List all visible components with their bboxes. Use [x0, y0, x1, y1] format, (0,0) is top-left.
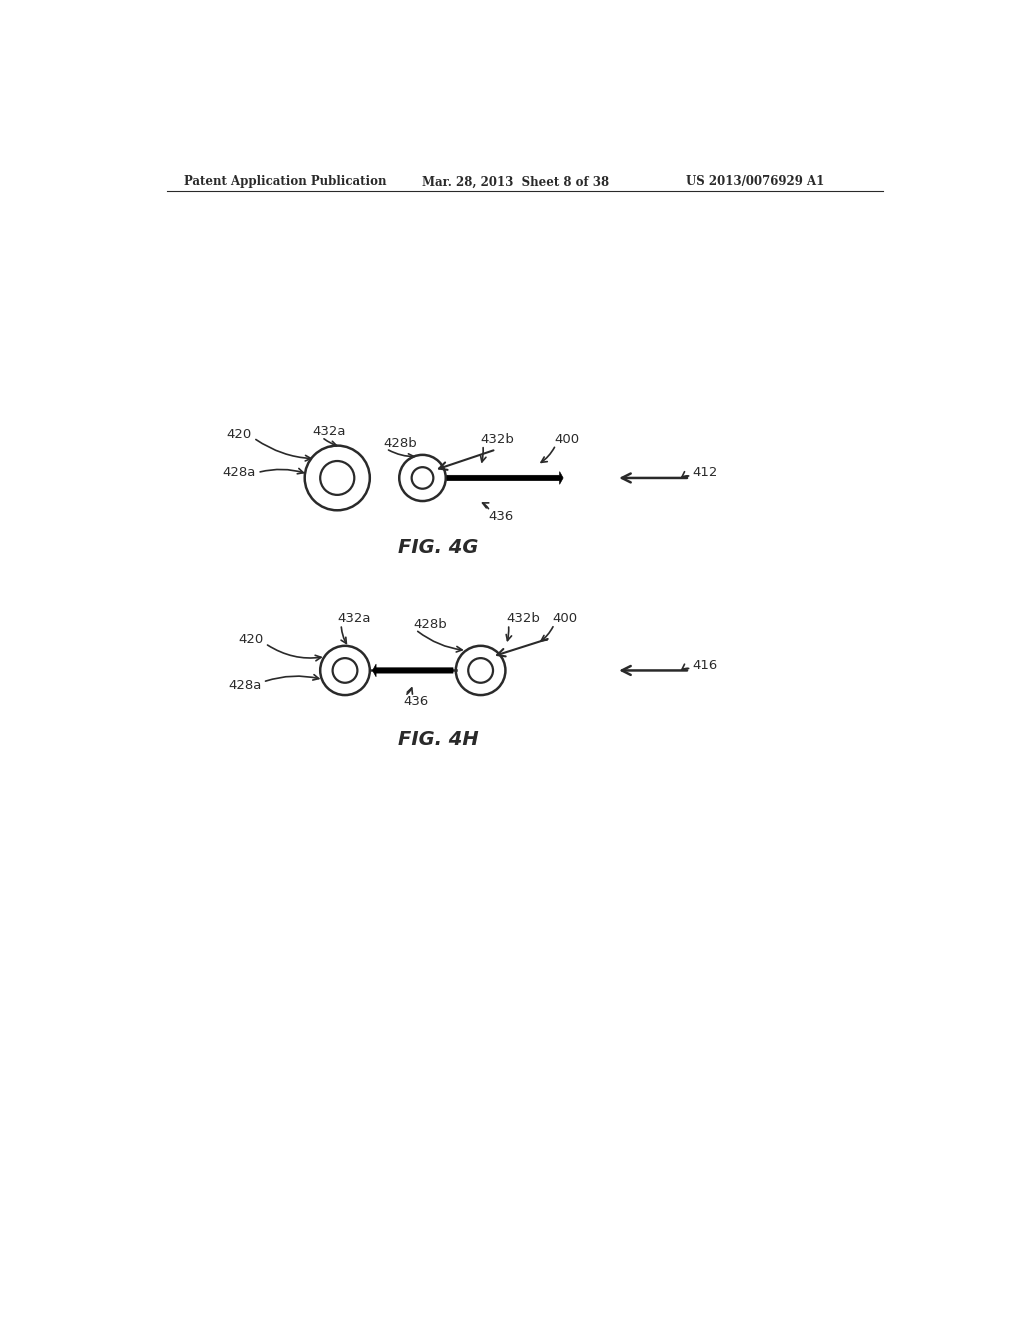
- Text: 436: 436: [488, 510, 514, 523]
- Text: FIG. 4H: FIG. 4H: [397, 730, 478, 750]
- Text: US 2013/0076929 A1: US 2013/0076929 A1: [686, 176, 824, 189]
- Text: 432b: 432b: [506, 612, 540, 626]
- Text: 428b: 428b: [414, 618, 446, 631]
- Text: 420: 420: [239, 634, 263, 647]
- Text: 412: 412: [692, 466, 718, 479]
- Text: 432b: 432b: [480, 433, 514, 446]
- Text: 428b: 428b: [384, 437, 418, 450]
- Text: FIG. 4G: FIG. 4G: [397, 537, 478, 557]
- Text: 428a: 428a: [222, 466, 256, 479]
- Text: 400: 400: [553, 612, 578, 626]
- Text: 416: 416: [692, 659, 718, 672]
- Text: 436: 436: [403, 694, 428, 708]
- Text: 420: 420: [226, 428, 252, 441]
- Text: 432a: 432a: [337, 612, 371, 626]
- Text: Patent Application Publication: Patent Application Publication: [183, 176, 386, 189]
- Text: Mar. 28, 2013  Sheet 8 of 38: Mar. 28, 2013 Sheet 8 of 38: [423, 176, 609, 189]
- Text: 432a: 432a: [312, 425, 346, 438]
- Text: 428a: 428a: [228, 680, 261, 693]
- Text: 400: 400: [554, 433, 580, 446]
